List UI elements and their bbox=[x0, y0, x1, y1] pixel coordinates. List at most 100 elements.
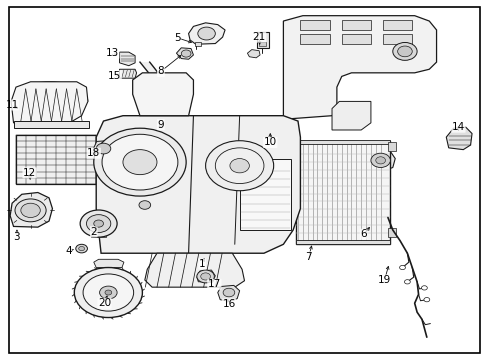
Polygon shape bbox=[142, 199, 154, 202]
Circle shape bbox=[198, 27, 215, 40]
Polygon shape bbox=[166, 97, 175, 100]
Polygon shape bbox=[217, 285, 239, 301]
Polygon shape bbox=[163, 173, 172, 176]
Text: 15: 15 bbox=[108, 71, 121, 81]
Text: 18: 18 bbox=[87, 148, 100, 158]
Bar bbox=[295, 140, 389, 144]
Polygon shape bbox=[119, 52, 135, 66]
Polygon shape bbox=[144, 68, 156, 71]
Polygon shape bbox=[149, 74, 161, 77]
Polygon shape bbox=[176, 48, 193, 59]
Bar bbox=[300, 34, 329, 44]
Text: 4: 4 bbox=[65, 246, 72, 256]
Circle shape bbox=[181, 50, 191, 57]
Polygon shape bbox=[170, 161, 177, 164]
Bar bbox=[382, 34, 411, 44]
Bar bbox=[256, 32, 268, 48]
Circle shape bbox=[215, 148, 264, 184]
Polygon shape bbox=[178, 121, 181, 123]
Polygon shape bbox=[180, 129, 181, 132]
Circle shape bbox=[370, 153, 389, 167]
Polygon shape bbox=[119, 69, 136, 78]
Text: 12: 12 bbox=[23, 168, 36, 178]
Circle shape bbox=[421, 286, 427, 290]
Bar bbox=[16, 135, 96, 184]
Polygon shape bbox=[188, 23, 224, 44]
Circle shape bbox=[404, 280, 409, 284]
Bar bbox=[341, 34, 370, 44]
Polygon shape bbox=[151, 77, 163, 80]
Polygon shape bbox=[147, 193, 159, 196]
Circle shape bbox=[76, 244, 87, 253]
Polygon shape bbox=[144, 196, 156, 199]
Bar bbox=[295, 240, 389, 244]
Text: 3: 3 bbox=[14, 232, 20, 242]
Text: 20: 20 bbox=[98, 298, 111, 308]
Circle shape bbox=[96, 143, 111, 154]
Text: 1: 1 bbox=[199, 259, 205, 269]
Circle shape bbox=[15, 199, 46, 222]
Text: 13: 13 bbox=[105, 48, 119, 58]
Circle shape bbox=[100, 286, 117, 299]
Polygon shape bbox=[158, 85, 168, 88]
Polygon shape bbox=[156, 182, 166, 185]
Circle shape bbox=[122, 150, 157, 175]
Polygon shape bbox=[176, 150, 181, 153]
Circle shape bbox=[423, 297, 429, 302]
Circle shape bbox=[201, 273, 210, 280]
Polygon shape bbox=[283, 16, 436, 119]
Polygon shape bbox=[142, 65, 154, 68]
Bar bbox=[14, 121, 89, 128]
Polygon shape bbox=[161, 88, 170, 91]
Circle shape bbox=[80, 210, 117, 237]
Text: 14: 14 bbox=[451, 122, 464, 132]
Polygon shape bbox=[177, 147, 181, 150]
Polygon shape bbox=[175, 153, 180, 156]
Polygon shape bbox=[264, 123, 281, 132]
Polygon shape bbox=[168, 164, 176, 167]
Polygon shape bbox=[164, 94, 173, 97]
Polygon shape bbox=[96, 116, 300, 253]
Polygon shape bbox=[172, 106, 178, 109]
Circle shape bbox=[223, 288, 234, 297]
Bar bbox=[91, 233, 106, 237]
Circle shape bbox=[102, 134, 178, 190]
Polygon shape bbox=[94, 259, 123, 267]
Polygon shape bbox=[166, 167, 175, 170]
Bar bbox=[387, 143, 395, 152]
Polygon shape bbox=[140, 62, 152, 65]
Circle shape bbox=[397, 46, 411, 57]
Polygon shape bbox=[170, 103, 177, 106]
Polygon shape bbox=[366, 150, 394, 171]
Circle shape bbox=[399, 265, 405, 270]
Text: 19: 19 bbox=[377, 275, 390, 285]
Polygon shape bbox=[147, 71, 159, 74]
Polygon shape bbox=[173, 109, 179, 112]
Text: 16: 16 bbox=[222, 299, 235, 309]
Circle shape bbox=[94, 220, 103, 227]
Circle shape bbox=[94, 128, 186, 196]
Polygon shape bbox=[264, 131, 281, 139]
Circle shape bbox=[79, 247, 84, 251]
Bar bbox=[341, 20, 370, 30]
Polygon shape bbox=[144, 253, 244, 287]
Text: 2: 2 bbox=[90, 227, 97, 237]
Circle shape bbox=[83, 274, 133, 311]
Bar bbox=[259, 42, 266, 46]
Polygon shape bbox=[179, 123, 181, 126]
Text: 5: 5 bbox=[174, 33, 181, 43]
Text: 7: 7 bbox=[305, 252, 311, 262]
Bar bbox=[300, 20, 329, 30]
Circle shape bbox=[74, 267, 142, 318]
Polygon shape bbox=[180, 126, 181, 129]
Polygon shape bbox=[177, 117, 181, 121]
Circle shape bbox=[86, 215, 111, 233]
Polygon shape bbox=[10, 193, 52, 227]
Text: 9: 9 bbox=[157, 120, 164, 130]
Polygon shape bbox=[164, 170, 173, 173]
Polygon shape bbox=[11, 82, 88, 126]
Bar bbox=[295, 141, 389, 244]
Bar bbox=[387, 228, 395, 237]
Polygon shape bbox=[247, 50, 260, 58]
Polygon shape bbox=[132, 73, 193, 116]
